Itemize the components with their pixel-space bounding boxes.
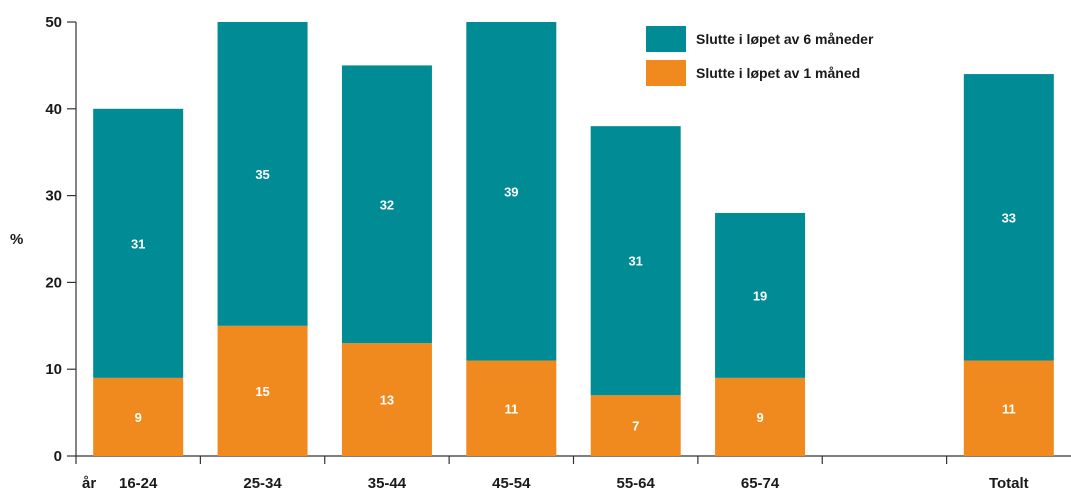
x-tick-label: 45-54 bbox=[492, 475, 531, 492]
bar-segment bbox=[715, 377, 806, 456]
y-tick-label: 20 bbox=[45, 274, 62, 291]
x-tick-label: 55-64 bbox=[617, 475, 656, 492]
y-tick-label: 40 bbox=[45, 101, 62, 118]
legend: Slutte i løpet av 6 måneder Slutte i løpe… bbox=[646, 26, 874, 86]
y-tick-label: 10 bbox=[45, 361, 62, 378]
bar-value-label: 31 bbox=[628, 254, 642, 269]
x-tick-label: 65-74 bbox=[741, 475, 780, 492]
legend-swatch bbox=[646, 26, 686, 52]
bar-segment bbox=[466, 360, 557, 456]
x-axis-prefix-label: år bbox=[82, 475, 96, 492]
bar-value-label: 32 bbox=[380, 197, 394, 212]
bar-segment bbox=[217, 22, 308, 326]
bar-segment bbox=[466, 22, 557, 361]
legend-swatch bbox=[646, 60, 686, 86]
legend-label: Slutte i løpet av 1 måned bbox=[696, 65, 860, 81]
bar-segment bbox=[590, 126, 681, 396]
bar-value-label: 15 bbox=[255, 384, 269, 399]
bar-value-label: 11 bbox=[504, 401, 518, 416]
bar-value-label: 33 bbox=[1002, 210, 1016, 225]
y-axis-title: % bbox=[10, 231, 23, 248]
bar-segment bbox=[93, 108, 184, 378]
bar-value-label: 11 bbox=[1002, 401, 1016, 416]
bar-value-label: 35 bbox=[255, 167, 269, 182]
bar-value-label: 31 bbox=[131, 236, 145, 251]
bar-value-label: 13 bbox=[380, 393, 394, 408]
x-tick-label: 16-24 bbox=[119, 475, 158, 492]
bar-segment bbox=[341, 65, 432, 344]
x-axis: 16-24 25-34 35-44 45-54 55-64 65-74 Totalt bbox=[75, 455, 1071, 492]
bar-segment bbox=[217, 325, 308, 456]
bar-value-label: 19 bbox=[753, 288, 767, 303]
y-tick-label: 0 bbox=[54, 448, 62, 465]
bar-segment bbox=[963, 74, 1054, 361]
bar-segment bbox=[93, 377, 184, 456]
x-tick-label: 25-34 bbox=[243, 475, 282, 492]
y-axis: 0 10 20 30 40 50 bbox=[45, 14, 77, 465]
bar-value-label: 9 bbox=[756, 410, 763, 425]
y-tick-label: 50 bbox=[45, 14, 62, 31]
legend-label: Slutte i løpet av 6 måneder bbox=[696, 31, 874, 47]
bar-value-label: 9 bbox=[135, 410, 142, 425]
bar-segment bbox=[963, 360, 1054, 456]
bar-segment bbox=[341, 343, 432, 456]
bar-value-label: 7 bbox=[632, 419, 639, 434]
y-tick-label: 30 bbox=[45, 188, 62, 205]
bar-segment bbox=[590, 395, 681, 456]
x-tick-label: 35-44 bbox=[368, 475, 407, 492]
bars: 9 31 15 35 13 32 11 39 7 31 9 19 11 33 bbox=[93, 22, 1054, 456]
bar-segment bbox=[715, 212, 806, 378]
x-tick-label: Totalt bbox=[989, 475, 1029, 492]
bar-value-label: 39 bbox=[504, 184, 518, 199]
